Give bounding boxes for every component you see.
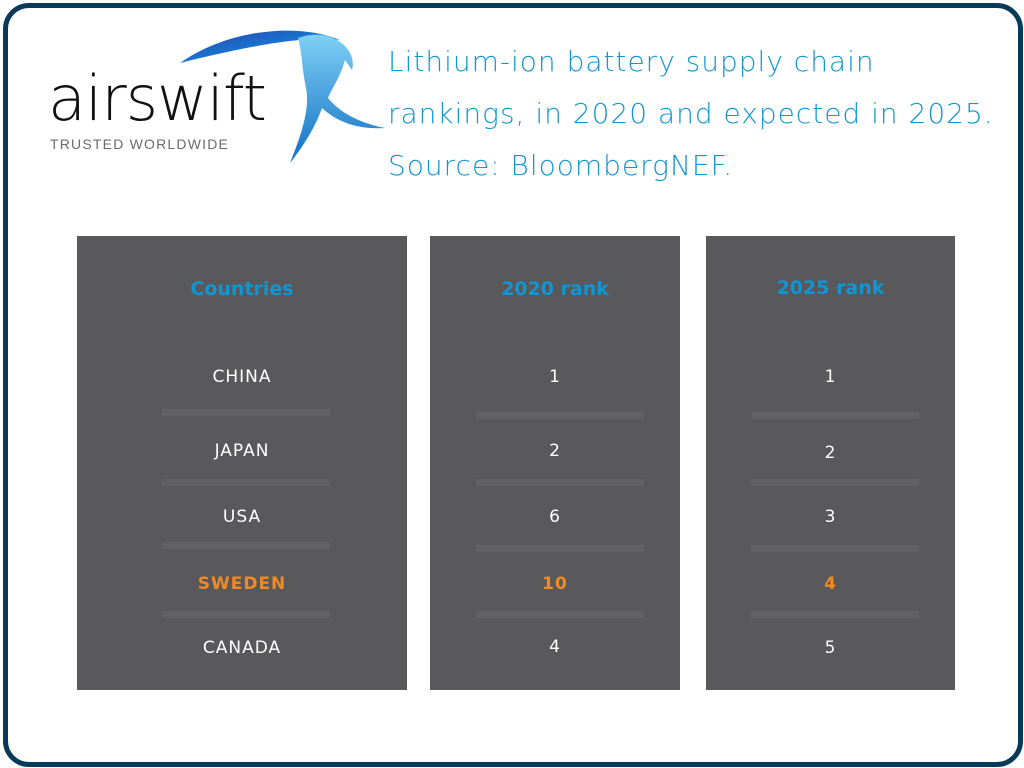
rank-cell: 6 xyxy=(549,507,561,527)
page-title: Lithium-ion battery supply chain ranking… xyxy=(388,45,994,182)
country-cell: CANADA xyxy=(202,638,282,658)
rank-cell: 4 xyxy=(549,637,561,657)
column-header: 2025 rank xyxy=(776,277,885,299)
country-cell: JAPAN xyxy=(214,441,270,461)
row-divider xyxy=(751,412,919,419)
row-divider xyxy=(476,545,644,552)
row-divider xyxy=(751,545,919,552)
rank-cell: 2 xyxy=(549,441,561,461)
rank-cell: 2 xyxy=(824,443,837,463)
rank-2025-column: 2025 rank 1 2 3 4 5 xyxy=(706,236,955,690)
column-header: Countries xyxy=(190,278,294,300)
swift-bird-icon xyxy=(180,30,385,163)
rank-cell: 3 xyxy=(824,507,837,527)
row-divider xyxy=(162,479,330,486)
country-cell: USA xyxy=(222,507,262,527)
country-cell: SWEDEN xyxy=(197,574,287,594)
airswift-logo: airswift TRUSTED WORLDWIDE xyxy=(40,18,390,168)
row-divider xyxy=(751,611,919,618)
rank-2020-column: 2020 rank 1 2 6 10 4 xyxy=(430,236,680,690)
country-cell: CHINA xyxy=(212,367,272,387)
row-divider xyxy=(476,611,644,618)
rank-cell: 1 xyxy=(549,367,561,387)
countries-column: Countries CHINA JAPAN USA SWEDEN CANADA xyxy=(77,236,407,690)
rank-cell: 5 xyxy=(824,638,837,658)
row-divider xyxy=(162,409,330,416)
rank-cell: 4 xyxy=(824,574,837,594)
row-divider xyxy=(476,412,644,419)
rank-cell: 10 xyxy=(542,574,568,594)
row-divider xyxy=(162,542,330,549)
rank-cell: 1 xyxy=(824,367,837,387)
brand-name: airswift xyxy=(48,62,267,135)
column-header: 2020 rank xyxy=(501,278,609,300)
row-divider xyxy=(162,611,330,618)
row-divider xyxy=(751,479,919,486)
brand-tagline: TRUSTED WORLDWIDE xyxy=(50,136,230,152)
row-divider xyxy=(476,479,644,486)
